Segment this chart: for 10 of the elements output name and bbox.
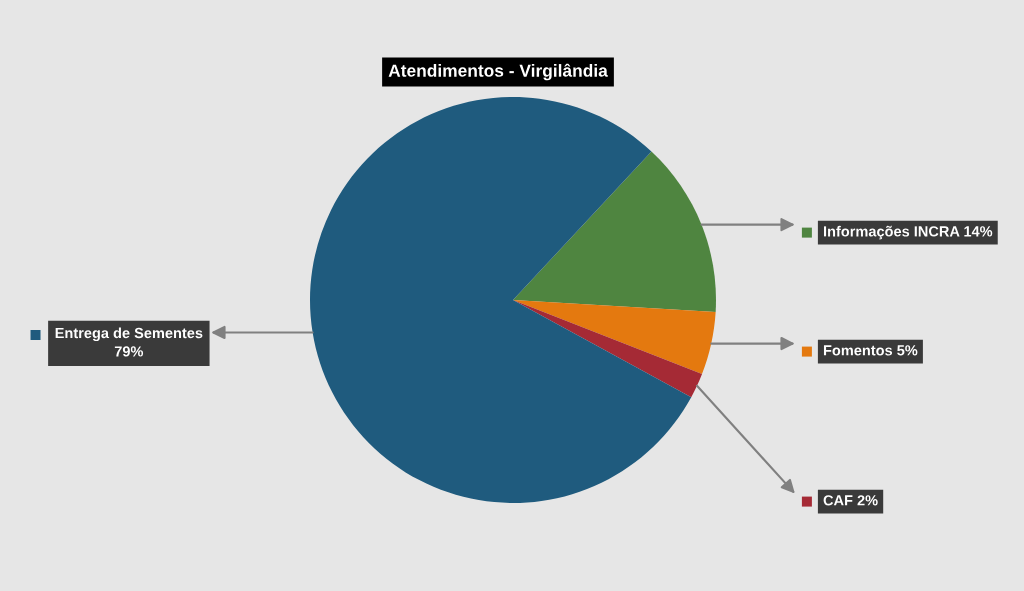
legend-label: Informações INCRA 14%: [823, 225, 993, 240]
pie-slice: [513, 300, 716, 375]
legend-label: Fomentos 5%: [823, 345, 918, 356]
pie-slice: [513, 300, 702, 398]
chart-title: Atendimentos - Virgilândia: [388, 63, 608, 81]
data-label: 79%: [114, 346, 144, 357]
legend-label: Entrega de Sementes: [55, 327, 203, 342]
pie-slice: [513, 151, 716, 313]
pie-slice: [310, 97, 692, 503]
legend-label: CAF 2%: [823, 495, 878, 506]
